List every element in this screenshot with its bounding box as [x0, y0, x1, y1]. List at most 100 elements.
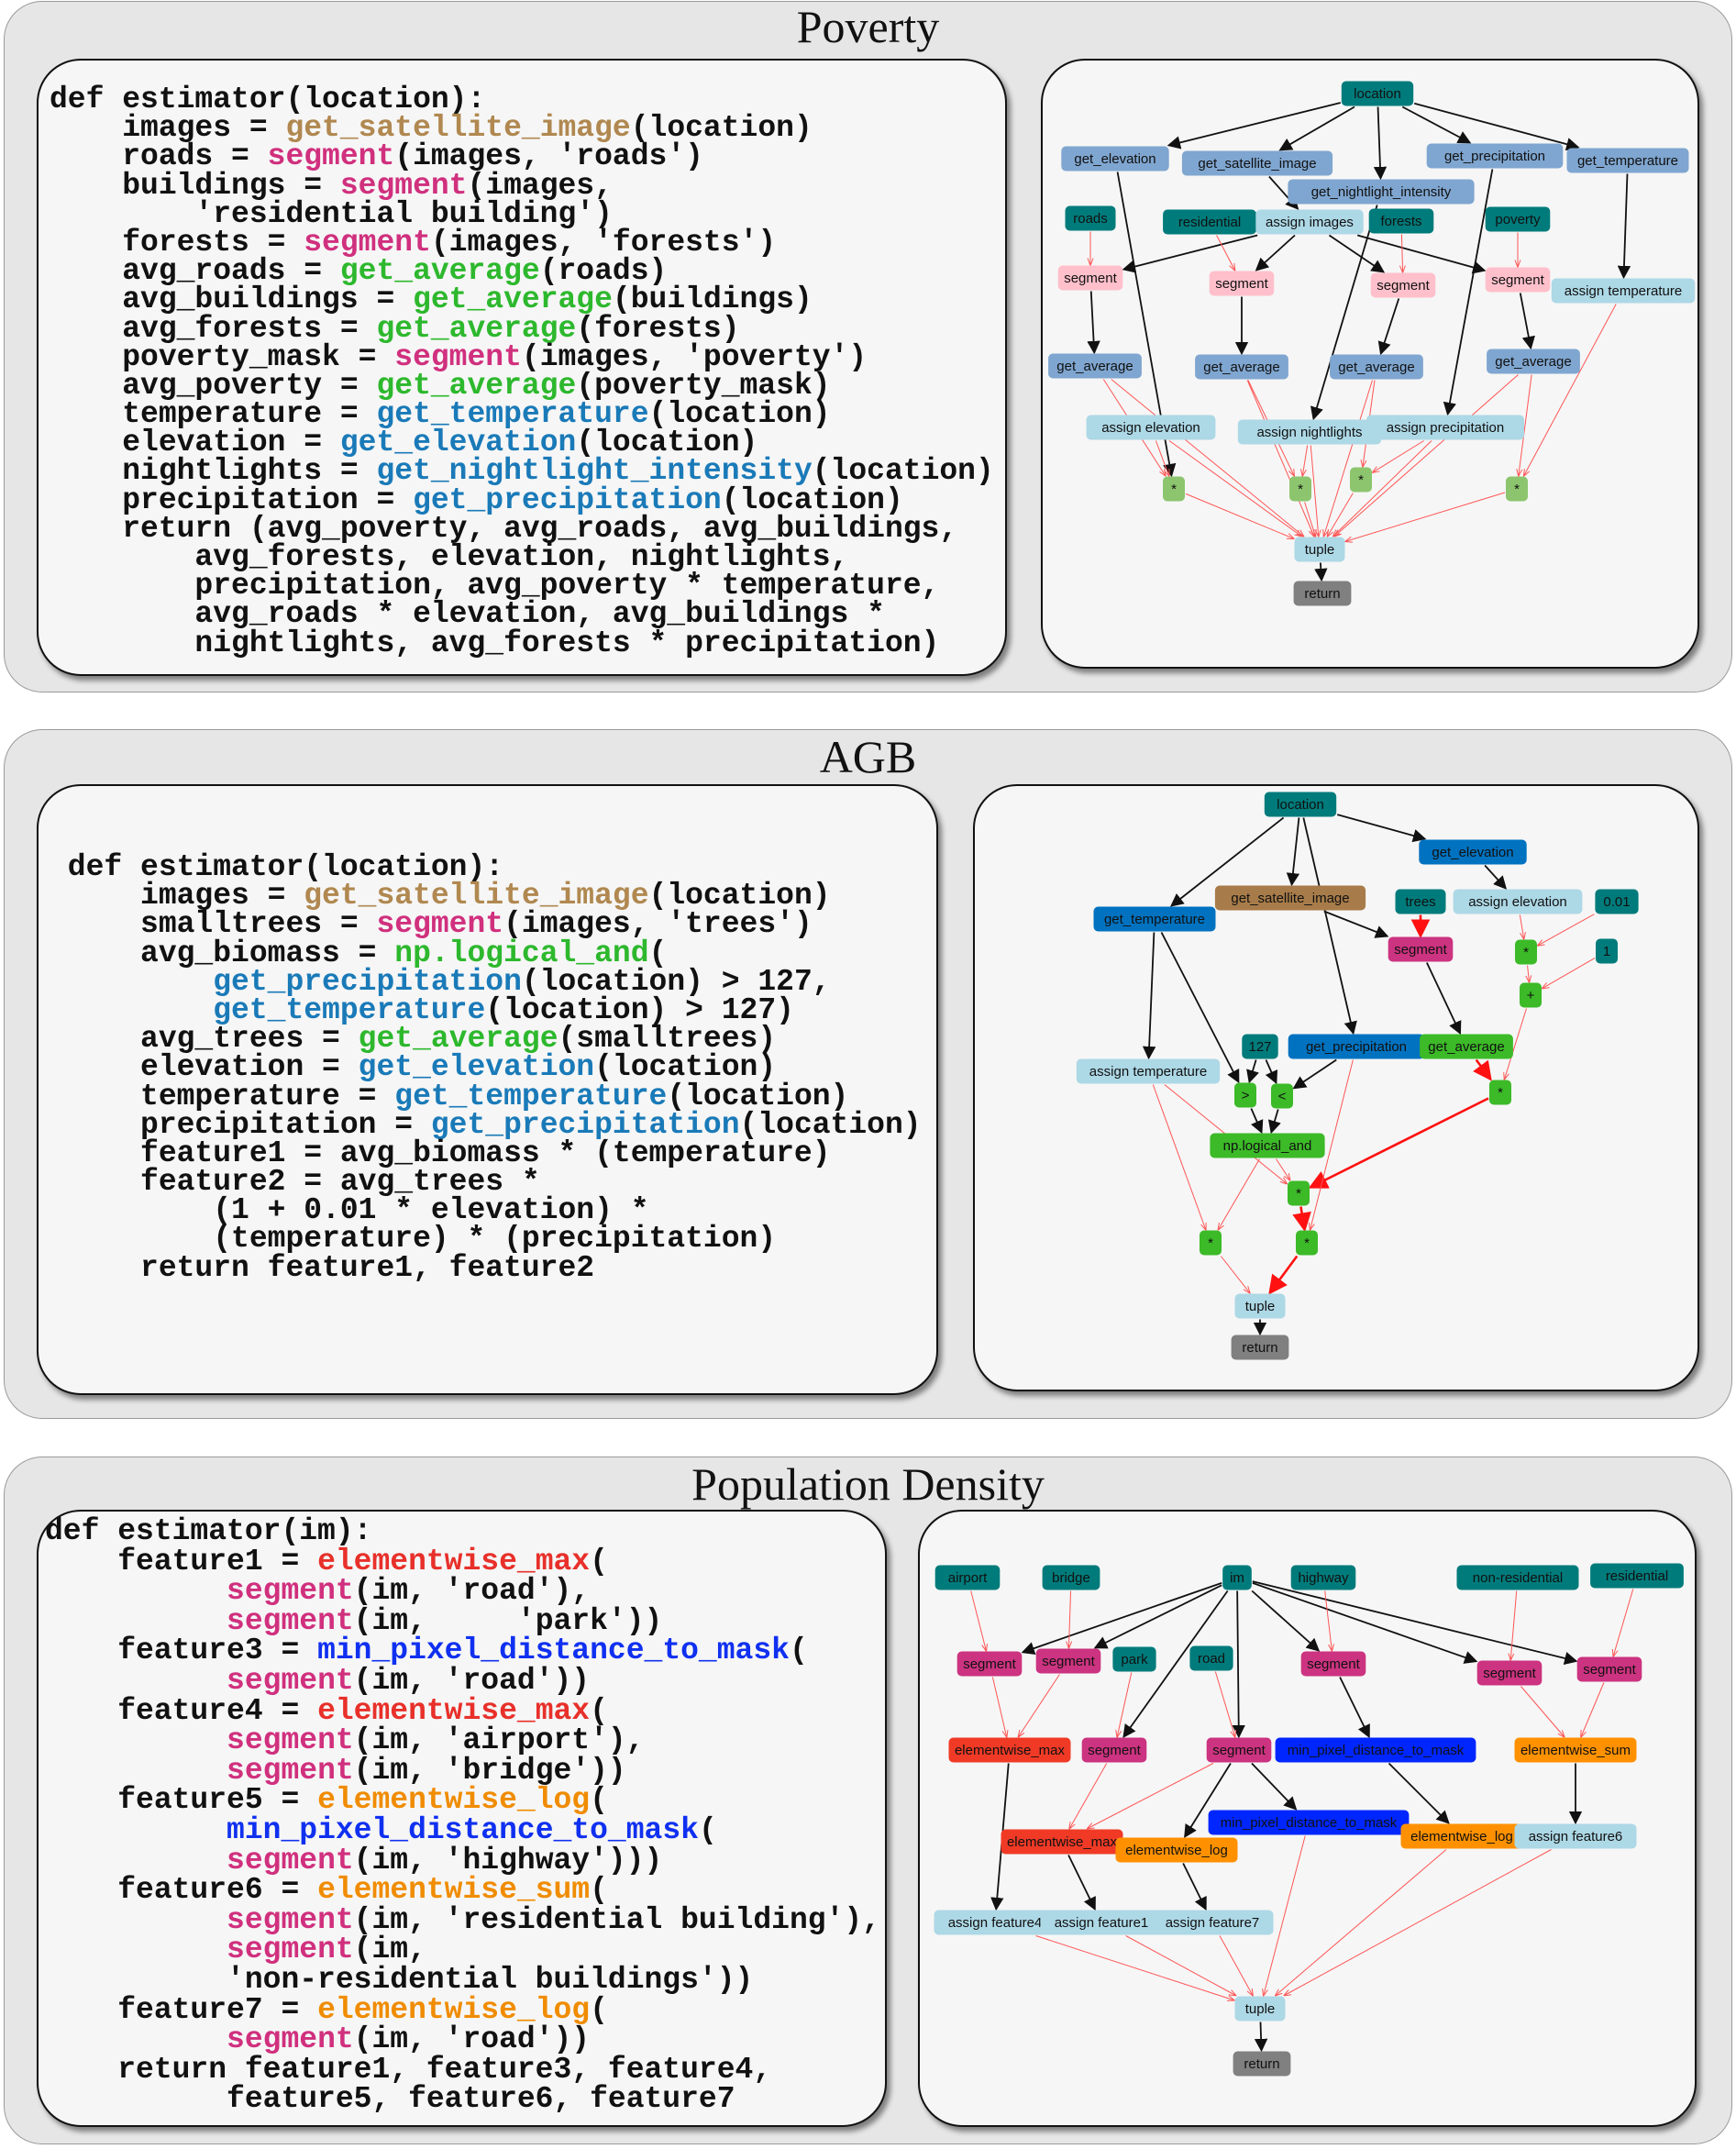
graph-node-label: assign feature4	[948, 1915, 1043, 1931]
code-function-name: segment	[227, 1933, 354, 1967]
code-text: roads =	[50, 139, 268, 174]
graph-node: road	[1189, 1645, 1233, 1671]
panel-title: Poverty	[796, 1, 940, 52]
code-function-name: get_elevation	[358, 1050, 595, 1085]
graph-node-label: road	[1198, 1651, 1225, 1667]
data-edge	[1401, 105, 1472, 144]
code-text: feature1 = avg_biomass * (temperature)	[50, 1135, 831, 1170]
graph-node-label: roads	[1073, 211, 1108, 227]
graph-node-label: segment	[1307, 1656, 1360, 1672]
code-line: segment(im,	[45, 1933, 880, 1967]
graph-node-label: assign feature7	[1166, 1915, 1260, 1931]
dataflow-graph: location get_elevation get_satellite_image…	[1048, 81, 1696, 606]
code-text: avg_forests, elevation, nightlights,	[50, 540, 849, 574]
graph-node-label: assign feature6	[1529, 1829, 1623, 1844]
data-edge	[1265, 1059, 1278, 1085]
graph-node: elementwise_log	[1115, 1837, 1238, 1863]
code-line: images = get_satellite_image(location)	[50, 113, 994, 143]
graph-node: non-residential	[1456, 1565, 1579, 1590]
code-line: segment(im, 'highway')))	[45, 1845, 880, 1877]
code-text: (im, 'park'))	[353, 1603, 663, 1638]
code-function-name: elementwise_max	[317, 1544, 591, 1579]
dependency-edge	[1125, 1935, 1236, 1996]
dependency-edge	[1304, 502, 1316, 537]
graph-node-box	[1300, 1651, 1366, 1677]
code-function-name: get_average	[413, 282, 613, 317]
dependency-edge	[1324, 380, 1373, 537]
graph-node-label: get_average	[1495, 354, 1571, 370]
dependency-edge	[1510, 1590, 1518, 1660]
graph-node-box	[1400, 1823, 1523, 1849]
graph-node-label: trees	[1405, 894, 1435, 910]
dataflow-graph: airport bridge im highway non-residential res…	[934, 1563, 1684, 2077]
dependency-edge	[1302, 445, 1309, 476]
code-text: (	[590, 1693, 608, 1728]
graph-node-box	[1275, 1737, 1476, 1763]
graph-node-box	[1206, 1737, 1272, 1763]
data-edge	[1142, 932, 1156, 1060]
graph-node-box	[1420, 1034, 1513, 1059]
graph-node-box	[1514, 1737, 1637, 1763]
dependency-edge	[1069, 1763, 1108, 1829]
code-text: smalltrees =	[50, 907, 377, 942]
graph-node-label: get_precipitation	[1444, 149, 1545, 164]
graph-node-label: segment	[1377, 278, 1430, 294]
graph-node: location	[1264, 792, 1337, 817]
code-text: (location)	[648, 879, 831, 914]
graph-node: trees	[1395, 889, 1446, 914]
code-text: temperature =	[50, 1079, 395, 1113]
graph-node: tuple	[1234, 1293, 1286, 1319]
graph-node: elementwise_max	[1001, 1829, 1123, 1855]
code-function-name: get_average	[358, 1022, 558, 1057]
dataflow-graph: location get_elevation get_temperature get_…	[1076, 792, 1639, 1360]
graph-node-box	[1112, 1646, 1156, 1672]
graph-node-box	[1065, 205, 1116, 231]
code-function-name: min_pixel_distance_to_mask	[317, 1634, 790, 1668]
dependency-edge	[991, 1677, 1006, 1737]
graph-node-box	[1551, 278, 1696, 304]
graph-node-label: get_temperature	[1577, 153, 1678, 169]
graph-node: >	[1234, 1082, 1256, 1108]
code-text: (buildings)	[612, 282, 813, 317]
code-line: avg_biomass = np.logical_and(	[50, 938, 922, 969]
graph-node-label: assign nightlights	[1256, 425, 1362, 440]
code-text: avg_trees =	[50, 1022, 359, 1057]
code-line: avg_buildings = get_average(buildings)	[50, 282, 994, 317]
graph-node-box	[1200, 1230, 1222, 1256]
graph-node-box	[1042, 1565, 1100, 1590]
code-line: def estimator(location):	[50, 84, 994, 115]
code-function-name: elementwise_log	[317, 1783, 591, 1818]
code-text: (images,	[467, 168, 613, 203]
graph-node-box	[1242, 1034, 1278, 1059]
graph-node: assign feature4	[934, 1910, 1056, 1935]
data-edge	[1251, 1762, 1298, 1811]
data-edge	[1252, 1580, 1578, 1666]
data-edge	[1170, 816, 1285, 907]
dependency-edge	[1264, 1835, 1306, 1996]
data-edge	[1336, 814, 1427, 843]
dependency-edge	[1308, 1097, 1489, 1189]
code-function-name: segment	[227, 1753, 354, 1788]
code-line: avg_forests = get_average(forests)	[50, 314, 994, 344]
code-text: (	[590, 1544, 608, 1579]
graph-node-label: segment	[1212, 1743, 1266, 1758]
code-function-name: segment	[227, 1902, 354, 1937]
code-function-name: elementwise_max	[317, 1693, 591, 1728]
graph-node: <	[1271, 1083, 1293, 1109]
code-line: feature2 = avg_trees *	[50, 1167, 922, 1197]
code-function-name: segment	[227, 2022, 354, 2057]
code-function-name: segment	[227, 1723, 354, 1758]
data-edge	[1286, 817, 1300, 887]
graph-node-box	[1370, 272, 1436, 298]
code-text: return feature1, feature3, feature4,	[45, 2052, 772, 2087]
code-text: precipitation =	[50, 1107, 431, 1142]
code-function-name: segment	[339, 168, 468, 203]
dependency-edge	[1019, 1674, 1060, 1737]
code-text: avg_poverty =	[50, 368, 377, 403]
graph-node-box	[1514, 1823, 1637, 1849]
code-text: nightlights, avg_forests * precipitation…	[50, 626, 940, 660]
code-function-name: get_temperature	[376, 397, 649, 432]
data-edge	[1373, 106, 1388, 181]
dependency-edge	[1152, 1084, 1205, 1230]
